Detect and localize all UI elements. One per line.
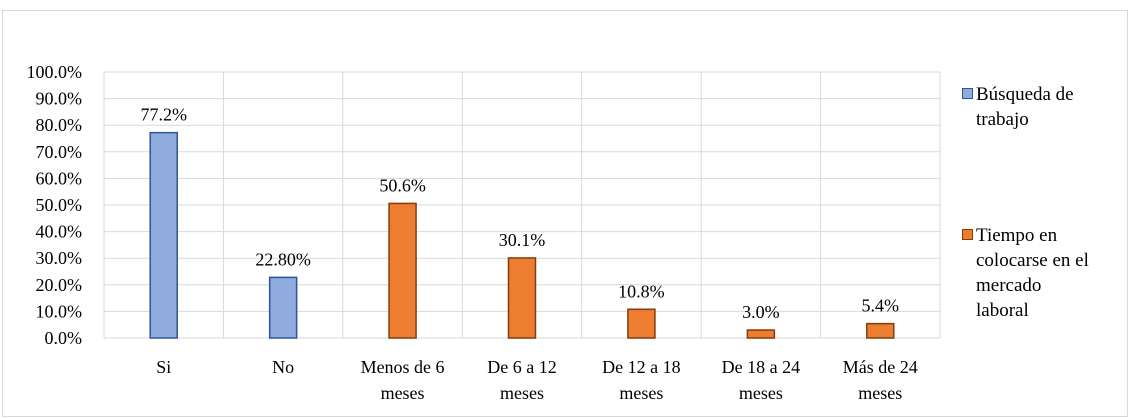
x-tick-label-line: meses xyxy=(858,383,902,403)
y-tick-label: 20.0% xyxy=(36,275,83,295)
bar xyxy=(388,202,417,339)
legend-line: colocarse en el xyxy=(976,250,1089,271)
bar xyxy=(149,131,178,339)
y-tick-label: 90.0% xyxy=(36,89,83,109)
x-tick-label-line: meses xyxy=(500,383,544,403)
bar xyxy=(746,329,776,339)
y-tick-label: 30.0% xyxy=(36,248,83,268)
y-tick-label: 50.0% xyxy=(36,195,83,215)
legend-line: trabajo xyxy=(976,109,1029,130)
y-tick-label: 0.0% xyxy=(45,328,83,348)
legend-item-tiempo: Tiempo en colocarse en el mercado labora… xyxy=(962,223,1122,323)
y-tick-label: 100.0% xyxy=(27,62,83,82)
legend-line: mercado xyxy=(976,275,1042,296)
x-tick-label-line: Si xyxy=(156,357,171,377)
y-tick-label: 40.0% xyxy=(36,222,83,242)
x-tick-label-line: Menos de 6 xyxy=(361,357,445,377)
x-tick-label: No xyxy=(272,357,294,377)
legend-label-tiempo: Tiempo en colocarse en el mercado labora… xyxy=(962,223,1122,323)
data-label: 50.6% xyxy=(379,175,426,195)
x-tick-label-line: meses xyxy=(619,383,663,403)
y-tick-label: 80.0% xyxy=(36,115,83,135)
x-tick-label-line: meses xyxy=(381,383,425,403)
x-tick-label: De 18 a 24 meses xyxy=(722,357,800,403)
x-tick-label-line: Más de 24 xyxy=(843,357,918,377)
bar xyxy=(507,257,537,339)
x-tick-label-line: De 6 a 12 xyxy=(487,357,556,377)
bar xyxy=(866,322,895,339)
x-tick-label: Menos de 6 meses xyxy=(361,357,445,403)
x-tick-label-line: De 12 a 18 xyxy=(602,357,680,377)
x-tick-label-line: De 18 a 24 xyxy=(722,357,800,377)
x-tick-label-line: meses xyxy=(739,383,783,403)
x-tick-label-line: No xyxy=(272,357,294,377)
x-tick-label: Más de 24 meses xyxy=(843,357,918,403)
data-label: 77.2% xyxy=(140,105,187,125)
legend-line: Tiempo en xyxy=(976,225,1058,246)
legend-item-busqueda: Búsqueda de trabajo xyxy=(962,82,1122,132)
legend-line: laboral xyxy=(976,300,1029,321)
data-label: 5.4% xyxy=(862,296,900,316)
y-tick-label: 10.0% xyxy=(36,301,83,321)
data-label: 30.1% xyxy=(499,230,546,250)
y-tick-label: 60.0% xyxy=(36,168,83,188)
data-label: 10.8% xyxy=(618,281,665,301)
x-tick-label: De 12 a 18 meses xyxy=(602,357,680,403)
bar xyxy=(627,308,656,339)
chart-frame xyxy=(2,10,1128,417)
bar xyxy=(268,276,298,339)
legend-swatch-busqueda xyxy=(962,88,973,99)
data-label: 3.0% xyxy=(742,302,780,322)
data-label: 22.80% xyxy=(255,249,311,269)
x-tick-label: De 6 a 12 meses xyxy=(487,357,556,403)
x-tick-label: Si xyxy=(156,357,171,377)
legend-line: Búsqueda de xyxy=(976,84,1074,105)
y-tick-label: 70.0% xyxy=(36,142,83,162)
legend-label-busqueda: Búsqueda de trabajo xyxy=(962,82,1122,132)
legend-swatch-tiempo xyxy=(962,229,973,240)
